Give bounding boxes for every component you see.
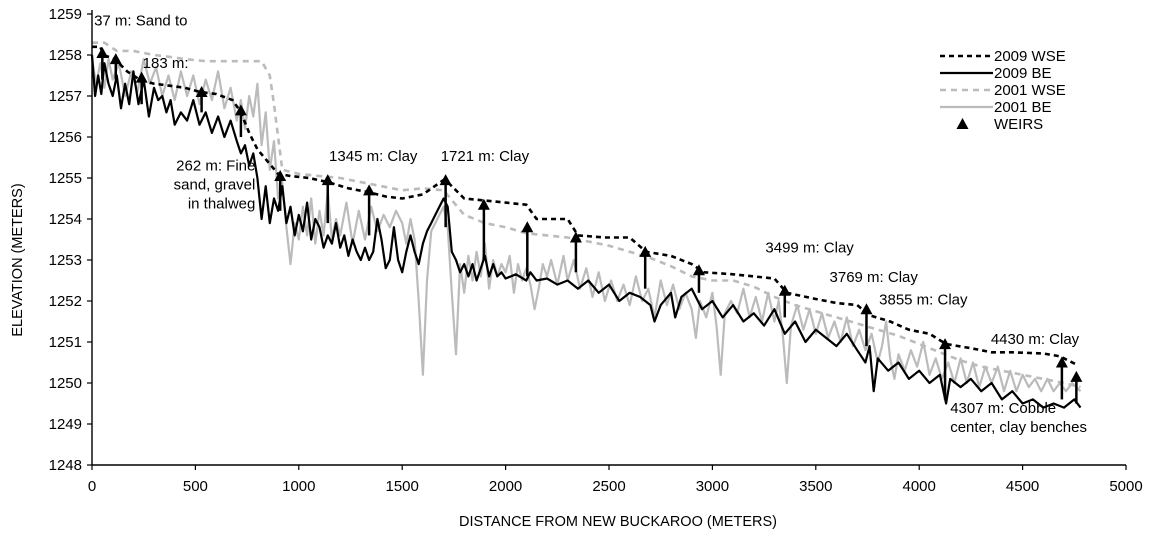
annotation-label: 3769 m: Clay (830, 269, 919, 286)
x-tick-label: 4000 (903, 478, 936, 495)
y-tick-label: 1248 (49, 457, 82, 474)
x-tick-label: 4500 (1006, 478, 1039, 495)
annotation-label: 4430 m: Clay (991, 331, 1080, 348)
weir-triangle-marker (521, 221, 534, 233)
y-tick-label: 1258 (49, 47, 82, 64)
annotation-label: 4307 m: Cobble center, clay benches (950, 400, 1087, 436)
x-tick-label: 500 (183, 478, 208, 495)
weir-triangle-marker (363, 184, 376, 196)
weir-triangle-marker (639, 245, 652, 257)
x-tick-label: 5000 (1109, 478, 1142, 495)
series-layer (90, 41, 1082, 409)
weir-triangle-marker (778, 284, 791, 296)
y-axis-title: ELEVATION (METERS) (10, 183, 26, 336)
x-tick-label: 0 (88, 478, 96, 495)
annotations: 37 m: Sand to 183 m: 262 m: Fine sand, grav… (94, 12, 1087, 435)
y-tick-label: 1249 (49, 416, 82, 433)
annotation-label: 1345 m: Clay (329, 148, 418, 165)
y-tick-label: 1254 (49, 211, 82, 228)
x-tick-label: 1500 (386, 478, 419, 495)
weir-triangle-marker (439, 174, 452, 186)
y-tick-label: 1259 (49, 6, 82, 23)
weir-triangle-marker (939, 338, 952, 350)
weir-markers (96, 47, 1083, 404)
weir-triangle-marker (234, 104, 247, 116)
y-tick-label: 1251 (49, 334, 82, 351)
annotation-label: 37 m: Sand to (94, 12, 187, 29)
y-tick-label: 1252 (49, 293, 82, 310)
y-tick-label: 1256 (49, 129, 82, 146)
weir-triangle-marker (1055, 356, 1068, 368)
annotation-label: 183 m: (143, 55, 189, 72)
annotation-label: 3499 m: Clay (765, 240, 854, 257)
x-tick-label: 3500 (799, 478, 832, 495)
weir-triangle-marker (135, 71, 148, 83)
annotation-label: 1721 m: Clay (441, 148, 530, 165)
x-tick-label: 2000 (489, 478, 522, 495)
x-tick-label: 2500 (592, 478, 625, 495)
legend-weir-icon (956, 118, 969, 129)
series-line-2001-wse (92, 41, 1081, 389)
weir-triangle-marker (569, 231, 582, 243)
y-tick-label: 1253 (49, 252, 82, 269)
weir-triangle-marker (195, 85, 208, 97)
legend-label: 2001 WSE (994, 82, 1066, 99)
y-tick-label: 1257 (49, 88, 82, 105)
weir-triangle-marker (321, 174, 334, 186)
legend-label: 2009 WSE (994, 48, 1066, 65)
axes: 0 500 1000 1500 2000 2500 3000 3500 4000 4500 5000… (49, 6, 1143, 495)
annotation-label: 3855 m: Clay (879, 291, 968, 308)
x-axis-title: DISTANCE FROM NEW BUCKAROO (METERS) (459, 514, 777, 530)
x-tick-label: 3000 (696, 478, 729, 495)
legend-label: 2001 BE (994, 99, 1052, 116)
weir-triangle-marker (96, 47, 109, 58)
weir-triangle-marker (274, 170, 287, 181)
y-tick-label: 1255 (49, 170, 82, 187)
y-tick-label: 1250 (49, 375, 82, 392)
series-line-2001-be (90, 58, 1082, 393)
series-line-2009-be (90, 54, 1082, 409)
legend-label: 2009 BE (994, 65, 1052, 82)
weir-triangle-marker (692, 264, 705, 276)
annotation-label: 262 m: Fine sand, gravel in thalweg (174, 158, 256, 213)
weir-triangle-marker (477, 198, 490, 210)
x-tick-label: 1000 (282, 478, 315, 495)
weir-triangle-marker (860, 303, 873, 315)
weir-triangle-marker (109, 53, 122, 65)
weir-triangle-marker (1070, 370, 1083, 382)
legend-label: WEIRS (994, 116, 1043, 133)
